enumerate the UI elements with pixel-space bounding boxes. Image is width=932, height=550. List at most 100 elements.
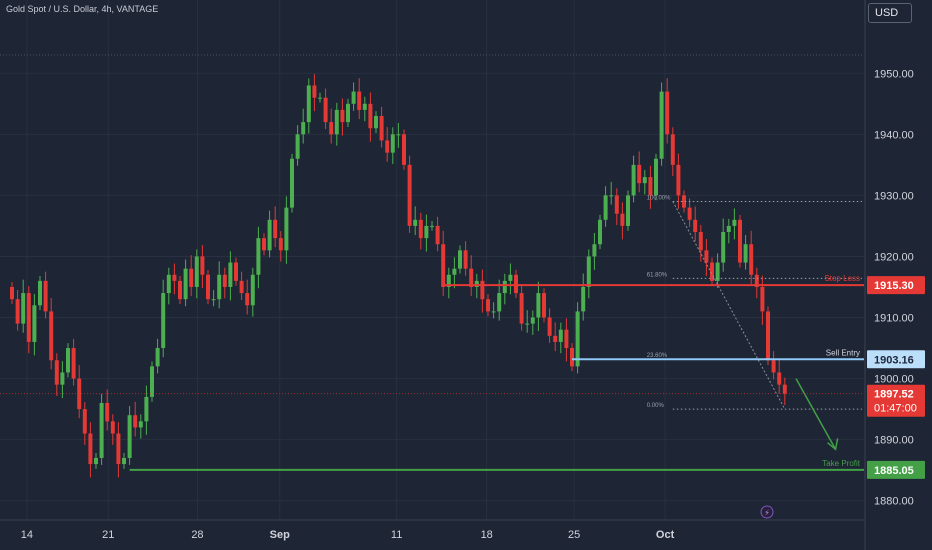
candle [424, 225, 429, 239]
candle [374, 116, 378, 129]
candle [54, 360, 59, 385]
fib-level-label: 100.00% [647, 195, 671, 201]
candle [502, 280, 507, 294]
candle [390, 134, 395, 153]
candle [497, 293, 502, 312]
event-icon[interactable] [760, 505, 774, 519]
candle [43, 280, 48, 312]
candle [637, 164, 642, 184]
candle [122, 457, 126, 465]
candle [127, 415, 132, 458]
candle [66, 348, 70, 373]
sell-entry-tag: 1903.16 [874, 354, 914, 366]
candle [138, 421, 143, 428]
candle [592, 244, 597, 257]
take-profit-tag-bg [867, 460, 925, 479]
candle [469, 268, 474, 287]
candle [446, 274, 451, 287]
time-tick-label: Sep [270, 529, 290, 541]
candle [15, 299, 20, 324]
candle [609, 195, 614, 197]
candle [553, 335, 558, 342]
candle [693, 219, 698, 233]
candle [206, 274, 210, 300]
candle [273, 219, 278, 239]
candle [441, 244, 446, 287]
candle [144, 396, 149, 422]
time-tick-label: 14 [21, 529, 33, 541]
candle [239, 280, 244, 294]
candle [575, 311, 580, 367]
candle [452, 268, 457, 275]
candle [586, 256, 591, 287]
candle [435, 225, 440, 245]
candle [581, 286, 586, 312]
candle [26, 293, 31, 342]
candle [166, 274, 171, 294]
candle [598, 219, 602, 245]
candle [407, 164, 412, 226]
time-tick-label: 25 [568, 529, 580, 541]
candle [564, 329, 569, 349]
time-tick-label: 18 [481, 529, 493, 541]
candle [150, 366, 154, 397]
candle [547, 317, 552, 336]
candle [32, 305, 37, 342]
candle [710, 262, 714, 281]
candle [362, 103, 367, 110]
candle [480, 280, 485, 300]
candle [732, 219, 737, 226]
candle [88, 433, 93, 465]
currency-button[interactable]: USD [868, 3, 912, 23]
candle [474, 280, 479, 287]
candle [525, 323, 530, 325]
candle [379, 116, 384, 141]
countdown-label: 01:47:00 [874, 403, 917, 415]
candle [234, 262, 238, 281]
candle [670, 134, 675, 165]
candle [698, 232, 703, 251]
candle [60, 372, 65, 385]
sell-entry-tag-bg [867, 350, 925, 369]
candle [368, 103, 373, 129]
candle [542, 293, 546, 318]
candle [458, 250, 462, 269]
fib-level-label: 23.60% [647, 353, 668, 359]
candle [116, 433, 121, 465]
candle [217, 274, 222, 300]
candle [10, 286, 14, 300]
candle [626, 195, 630, 226]
candle [514, 274, 518, 294]
candle [385, 140, 390, 153]
candle [771, 360, 776, 373]
candle [642, 177, 647, 184]
candle [519, 293, 524, 324]
candle [418, 219, 423, 239]
candle [284, 207, 289, 251]
candle [743, 244, 748, 263]
candle [38, 280, 42, 306]
candle [760, 286, 765, 312]
plot-area[interactable] [0, 0, 864, 519]
projection-arrowhead [827, 438, 839, 451]
stop-loss-tag-bg [867, 276, 925, 295]
candle [491, 311, 496, 313]
candle [49, 311, 54, 361]
candle [357, 91, 362, 110]
level-label: Sell Entry [826, 348, 860, 357]
candle [21, 293, 26, 324]
candle [508, 274, 513, 281]
candle [228, 262, 233, 287]
candle [172, 274, 177, 281]
candle [620, 213, 625, 226]
price-tick-label: 1910.00 [874, 313, 914, 325]
candle [486, 299, 490, 312]
candle [312, 85, 317, 98]
candle [295, 134, 300, 159]
candle [161, 293, 166, 349]
candle [306, 85, 311, 123]
level-label: Stop Loss [824, 274, 860, 283]
candle [558, 329, 563, 342]
candle [71, 348, 76, 379]
